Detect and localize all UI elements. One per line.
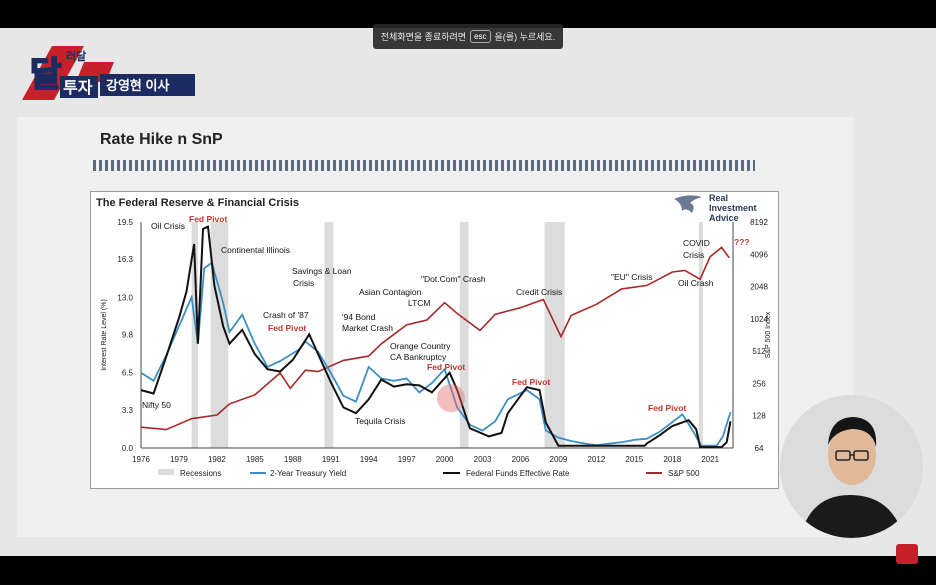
legend-label: Recessions: [180, 469, 221, 478]
slide-divider: [93, 160, 755, 171]
x-tick-label: 2003: [474, 455, 492, 464]
legend-label: S&P 500: [668, 469, 700, 478]
brand-line-2: Investment: [709, 203, 757, 213]
y2-tick-label: 512: [752, 347, 766, 356]
x-tick-label: 2000: [436, 455, 454, 464]
legend-swatch-recessions: [158, 469, 174, 475]
y2-tick-label: 4096: [750, 250, 768, 259]
x-tick-label: 2009: [550, 455, 568, 464]
y-tick-label: 3.3: [122, 406, 134, 415]
legend-label: Federal Funds Effective Rate: [466, 469, 570, 478]
eagle-logo-icon: [674, 195, 702, 213]
highlight-marker: [436, 384, 465, 413]
chart-annotation: '94 Bond: [342, 312, 376, 322]
y2-tick-label: 2048: [750, 283, 768, 292]
y-tick-label: 19.5: [117, 218, 133, 227]
x-tick-label: 1997: [398, 455, 416, 464]
presenter-video: [780, 395, 923, 538]
slide-title: Rate Hike n SnP: [100, 131, 223, 148]
chart-frame: [90, 191, 779, 489]
x-tick-label: 2006: [512, 455, 530, 464]
fed-funds-line: [140, 225, 732, 449]
top-letterbox: [0, 0, 936, 28]
y2-tick-label: 256: [752, 379, 766, 388]
chart-annotation: Oil Crisis: [151, 221, 185, 231]
x-tick-label: 1985: [246, 455, 264, 464]
chart-title: The Federal Reserve & Financial Crisis: [96, 197, 299, 209]
x-tick-label: 1994: [360, 455, 378, 464]
brand-line-3: Advice: [709, 213, 739, 223]
bottom-letterbox: [0, 556, 936, 585]
brand-line-1: Real: [709, 193, 729, 203]
chart-annotation: Fed Pivot: [427, 362, 465, 372]
y2-tick-label: 64: [755, 444, 764, 453]
chart-annotation: Fed Pivot: [512, 377, 550, 387]
webcam-overlay: [780, 395, 923, 538]
chart-annotation: Fed Pivot: [648, 403, 686, 413]
chart-annotation: Savings & Loan: [292, 266, 352, 276]
chart-annotation: Tequila Crisis: [355, 416, 406, 426]
chart-annotation: Oil Crash: [678, 278, 714, 288]
esc-key-badge: esc: [470, 30, 491, 43]
x-tick-label: 1982: [208, 455, 226, 464]
brand-logo: Real Investment Advice: [709, 193, 757, 223]
y2-tick-label: 8192: [750, 218, 768, 227]
presenter-name: 강영현 이사: [106, 78, 169, 93]
y2-tick-label: 128: [752, 412, 766, 421]
chart-annotation: CA Bankruptcy: [390, 352, 447, 362]
recession-band: [210, 222, 229, 448]
chart-annotation: ???: [734, 237, 750, 247]
recession-band: [324, 222, 334, 448]
legend-label: 2-Year Treasury Yield: [270, 469, 346, 478]
chart-annotation: Asian Contagion: [359, 287, 422, 297]
y-tick-label: 0.0: [122, 444, 134, 453]
y-tick-label: 16.3: [117, 255, 133, 264]
x-tick-label: 2012: [587, 455, 605, 464]
y-tick-label: 9.8: [122, 330, 134, 339]
snp500-line: [140, 246, 730, 431]
y2-tick-label: 1024: [750, 315, 768, 324]
y-tick-label: 13.0: [117, 293, 133, 302]
x-tick-label: 1979: [170, 455, 188, 464]
chart-annotation: Credit Crisis: [516, 287, 562, 297]
toast-text-before: 전체화면을 종료하려면: [380, 32, 467, 42]
logo-small-top: 러달: [66, 49, 86, 63]
logo-graphic: 달 러달 투자 강영현 이사: [22, 46, 195, 100]
fullscreen-exit-toast: 전체화면을 종료하려면 esc 을(를) 누르세요.: [373, 24, 563, 49]
chart-annotation: "EU" Crisis: [611, 272, 652, 282]
x-tick-label: 2015: [625, 455, 643, 464]
chart-annotation: Orange Country: [390, 341, 451, 351]
chart-annotation: Crisis: [293, 278, 314, 288]
x-tick-label: 1976: [132, 455, 150, 464]
subscribe-icon[interactable]: [896, 544, 918, 564]
logo-sub-text: 투자: [63, 79, 93, 97]
x-tick-label: 1991: [322, 455, 340, 464]
recession-band: [698, 222, 703, 448]
toast-text-after: 을(를) 누르세요.: [494, 32, 556, 42]
chart-annotation: Nifty 50: [142, 400, 171, 410]
recession-band: [191, 222, 198, 448]
chart-annotation: Fed Pivot: [189, 214, 227, 224]
chart-annotation: Continental Illinois: [221, 245, 290, 255]
y-axis-label: Interest Rate Level (%): [101, 299, 108, 371]
chart-annotation: LTCM: [408, 298, 431, 308]
chart-annotation: "Dot.Com" Crash: [421, 274, 486, 284]
treasury-2y-line: [140, 261, 732, 447]
chart-annotation: Market Crash: [342, 323, 393, 333]
x-tick-label: 2018: [663, 455, 681, 464]
recession-band: [459, 222, 469, 448]
x-tick-label: 1988: [284, 455, 302, 464]
y2-axis-label: S&P 500 Index: [765, 311, 772, 358]
logo-big-text: 달: [30, 56, 61, 94]
chart-annotation: Crisis: [683, 250, 704, 260]
channel-logo: 달 러달 투자 강영현 이사: [14, 40, 204, 112]
chart-annotation: COVID: [683, 238, 710, 248]
chart-annotation: Crash of '87: [263, 310, 309, 320]
y-tick-label: 6.5: [122, 369, 134, 378]
x-tick-label: 2021: [701, 455, 719, 464]
recession-band: [544, 222, 565, 448]
chart-annotation: Fed Pivot: [268, 323, 306, 333]
